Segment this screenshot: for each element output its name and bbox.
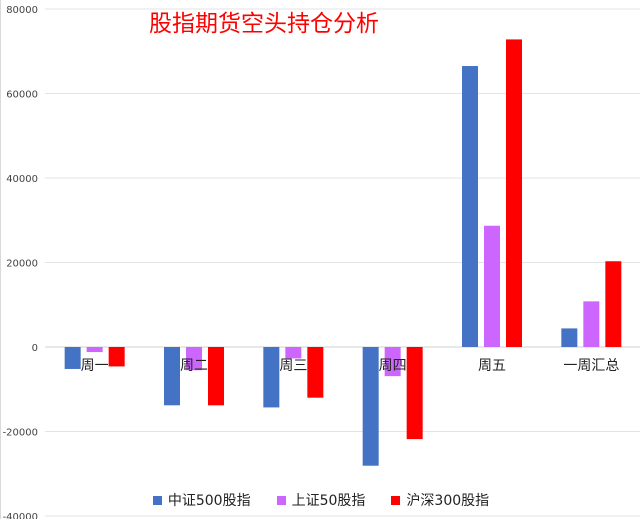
y-tick-label: -40000 xyxy=(3,512,38,519)
bar-2-6 xyxy=(583,301,600,347)
x-category-label: 周一 xyxy=(81,358,109,374)
legend-item: 沪深300股指 xyxy=(391,490,489,510)
legend-label: 中证500股指 xyxy=(167,493,251,509)
legend-swatch xyxy=(391,495,401,505)
y-tick-label: -20000 xyxy=(3,428,38,439)
bar-2-1 xyxy=(86,347,103,353)
bar-2-4 xyxy=(384,347,401,377)
x-category-label: 周二 xyxy=(180,358,208,374)
legend-label: 沪深300股指 xyxy=(406,493,490,509)
legend-item: 上证50股指 xyxy=(276,490,366,510)
x-category-label: 一周汇总 xyxy=(563,358,619,374)
bar-1-1 xyxy=(64,347,81,369)
bar-1-2 xyxy=(164,347,180,406)
y-tick-label: 40000 xyxy=(6,174,38,185)
bar-1-5 xyxy=(462,66,478,347)
x-category-label: 周五 xyxy=(478,358,506,374)
bar-3-2 xyxy=(208,347,224,406)
y-tick-label: 0 xyxy=(32,343,38,354)
chart-legend: 中证500股指 上证50股指 沪深300股指 xyxy=(1,489,640,511)
bar-2-5 xyxy=(484,225,500,347)
y-tick-label: 20000 xyxy=(6,259,38,270)
bar-1-3 xyxy=(263,347,280,408)
bar-3-6 xyxy=(605,261,622,347)
legend-swatch xyxy=(276,495,286,505)
bar-2-2 xyxy=(186,347,202,371)
bar-3-1 xyxy=(108,347,125,367)
y-tick-label: 80000 xyxy=(6,5,38,16)
x-category-label: 周三 xyxy=(279,358,307,374)
legend-swatch xyxy=(152,495,162,505)
bar-1-6 xyxy=(561,328,578,347)
y-tick-label: 60000 xyxy=(6,90,38,101)
chart-title: 股指期货空头持仓分析 xyxy=(149,11,379,37)
legend-label: 上证50股指 xyxy=(291,493,366,509)
bar-3-5 xyxy=(506,39,522,348)
bar-2-3 xyxy=(285,347,302,359)
bar-1-4 xyxy=(362,347,379,466)
legend-item: 中证500股指 xyxy=(152,490,251,510)
x-category-label: 周四 xyxy=(379,358,407,374)
bar-3-3 xyxy=(307,347,324,398)
bar-3-4 xyxy=(406,347,423,440)
